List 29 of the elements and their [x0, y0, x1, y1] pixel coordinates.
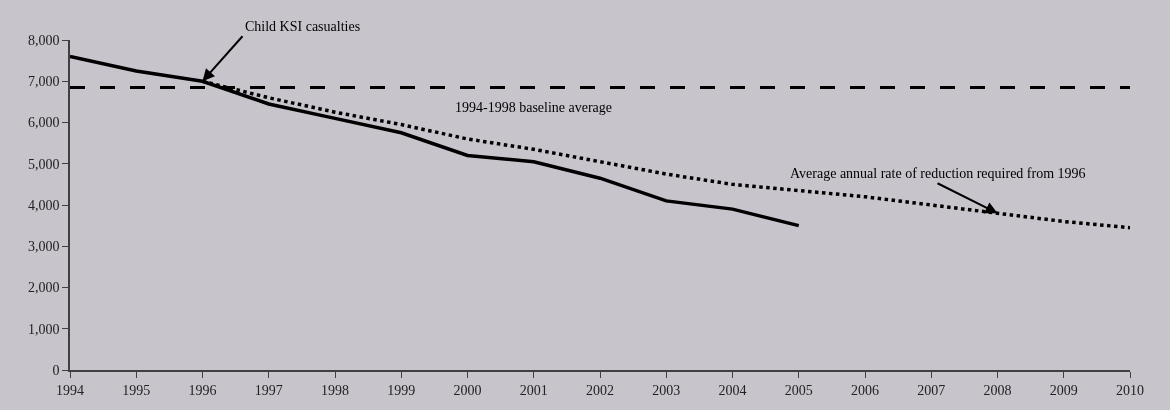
x-tick-label: 1999	[387, 382, 416, 398]
x-tick-label: 2001	[519, 382, 548, 398]
y-tick-label: 7,000	[27, 74, 60, 90]
ref-line-label: 1994-1998 baseline average	[455, 100, 613, 115]
y-tick-label: 5,000	[27, 156, 60, 172]
y-tick-label: 2,000	[27, 280, 60, 296]
x-tick-label: 1998	[321, 382, 349, 398]
x-tick-label: 2002	[586, 382, 614, 398]
x-tick-label: 1997	[254, 382, 283, 398]
x-tick-label: 1994	[56, 382, 84, 398]
x-tick-label: 1995	[122, 382, 151, 398]
y-tick-label: 4,000	[27, 197, 60, 213]
annotation: Average annual rate of reduction required from 1996	[790, 166, 1086, 181]
x-tick-label: 1996	[188, 382, 217, 398]
x-tick-label: 2006	[851, 382, 879, 398]
y-tick-label: 6,000	[27, 115, 60, 131]
x-tick-label: 2004	[718, 382, 747, 398]
x-tick-label: 2005	[784, 382, 813, 398]
x-tick-label: 2008	[983, 382, 1012, 398]
y-tick-label: 3,000	[27, 239, 60, 255]
x-tick-label: 2003	[652, 382, 681, 398]
y-tick-label: 8,000	[27, 32, 60, 48]
x-tick-label: 2009	[1049, 382, 1078, 398]
y-tick-label: 0	[52, 362, 60, 378]
annotation: Child KSI casualties	[245, 19, 361, 34]
x-tick-label: 2010	[1116, 382, 1144, 398]
x-tick-label: 2007	[917, 382, 946, 398]
y-tick-label: 1,000	[27, 321, 60, 337]
x-tick-label: 2000	[453, 382, 482, 398]
